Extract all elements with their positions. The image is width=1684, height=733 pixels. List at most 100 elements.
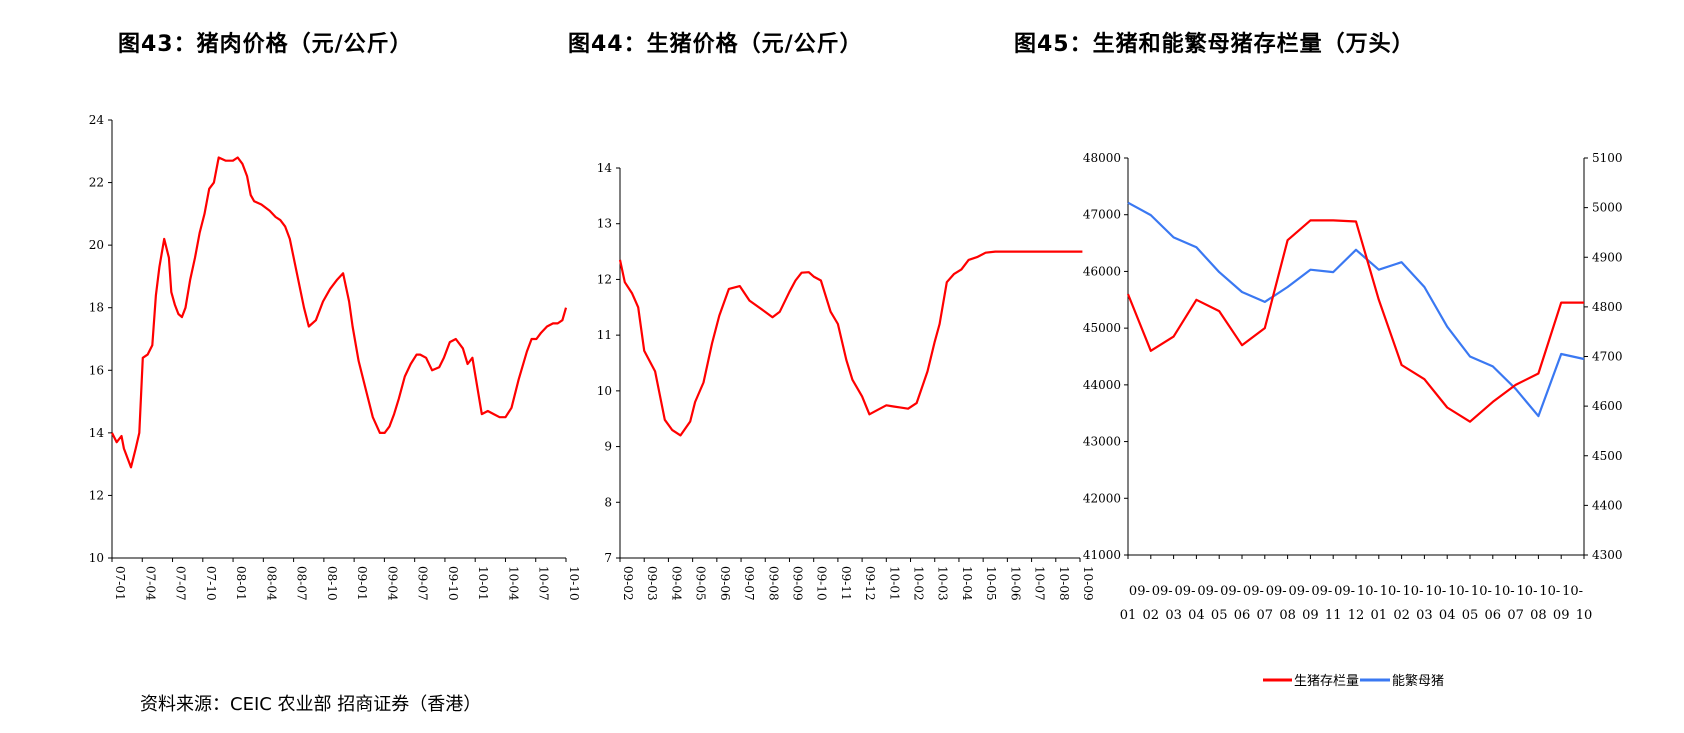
chart2-x-tick-label: 10-03 [936, 566, 950, 601]
chart3-x-tick-label-bottom: 09 [1553, 608, 1570, 623]
chart3-x-tick-label-bottom: 06 [1234, 608, 1251, 623]
chart1-title: 图43：猪肉价格（元/公斤） [118, 32, 413, 57]
chart1-x-tick-label: 10-10 [567, 566, 581, 601]
chart3-x-tick-label-bottom: 05 [1211, 608, 1228, 623]
chart2-y-tick-label: 14 [597, 161, 613, 175]
chart3-x-tick-label-bottom: 06 [1485, 608, 1502, 623]
chart2-series-line [618, 250, 1083, 437]
chart3-right-tick-label: 4800 [1592, 300, 1623, 314]
chart1-x-tick-label: 10-01 [476, 566, 490, 601]
chart3-x-tick-label-bottom: 07 [1257, 608, 1274, 623]
chart3-left-tick-label: 45000 [1083, 321, 1121, 335]
chart2-y-tick-label: 13 [597, 217, 612, 231]
chart3-x-tick-label-bottom: 09 [1302, 608, 1319, 623]
chart3-x-tick-label-top: 09- [1220, 584, 1241, 599]
chart2-x-tick-label: 09-02 [621, 566, 635, 601]
chart1-series-line [111, 156, 568, 469]
chart3-left-tick-label: 48000 [1083, 151, 1121, 165]
chart2-x-tick-label: 10-02 [912, 566, 926, 601]
chart1-x-tick-label: 07-10 [204, 566, 218, 601]
chart3-x-tick-label-bottom: 03 [1416, 608, 1433, 623]
legend-hogs-label: 生猪存栏量 [1294, 674, 1359, 689]
chart3-x-tick-label-bottom: 05 [1462, 608, 1479, 623]
chart1-y-tick-label: 18 [89, 301, 104, 315]
chart2-y-tick-label: 11 [597, 328, 612, 342]
chart3-series-sows-line [1127, 201, 1585, 418]
chart2-y-tick-label: 9 [604, 440, 612, 454]
chart3-left-tick-label: 44000 [1083, 378, 1121, 392]
chart3-right-tick-label: 4500 [1592, 449, 1623, 463]
chart3-x-tick-label-bottom: 08 [1530, 608, 1547, 623]
chart3-x-tick-label-top: 10- [1380, 584, 1401, 599]
chart3-x-tick-label-bottom: 07 [1507, 608, 1524, 623]
chart3-x-tick-label-top: 09- [1175, 584, 1196, 599]
chart3-right-tick-label: 5000 [1592, 201, 1623, 215]
chart2-x-tick-label: 09-07 [742, 566, 756, 601]
chart2-title: 图44：生猪价格（元/公斤） [568, 32, 863, 57]
chart3-x-tick-label-bottom: 12 [1348, 608, 1365, 623]
chart3-right-tick-label: 4400 [1592, 498, 1623, 512]
chart2-x-tick-label: 10-08 [1057, 566, 1071, 601]
chart3-title: 图45：生猪和能繁母猪存栏量（万头） [1014, 32, 1415, 57]
chart3-x-tick-label-top: 09- [1197, 584, 1218, 599]
chart3-x-tick-label-top: 10- [1562, 584, 1583, 599]
chart1-x-tick-label: 09-04 [385, 566, 399, 601]
chart3-left-tick-label: 43000 [1083, 435, 1121, 449]
chart2-x-tick-label: 09-05 [694, 566, 708, 601]
chart1-x-tick-label: 10-04 [506, 566, 520, 601]
chart1-y-tick-label: 12 [89, 488, 104, 502]
chart3-x-tick-label-top: 10- [1425, 584, 1446, 599]
chart3-x-tick-label-top: 09- [1311, 584, 1332, 599]
chart3-x-tick-label-bottom: 11 [1325, 608, 1342, 623]
chart3-x-tick-label-top: 10- [1357, 584, 1378, 599]
chart1-x-tick-label: 08-07 [295, 566, 309, 601]
chart2-x-tick-label: 09-03 [645, 566, 659, 601]
chart1-y-tick-label: 16 [89, 363, 104, 377]
chart3-x-tick-label-bottom: 02 [1393, 608, 1410, 623]
chart3-x-tick-label-top: 10- [1471, 584, 1492, 599]
chart2-x-tick-label: 09-11 [839, 566, 853, 601]
chart1-x-tick-label: 07-01 [113, 566, 127, 601]
chart2-x-tick-label: 10-05 [984, 566, 998, 601]
chart1-y-tick-label: 22 [89, 176, 104, 190]
chart1-x-tick-label: 07-04 [143, 566, 157, 601]
chart2-y-tick-label: 8 [604, 495, 612, 509]
chart3-x-tick-label-top: 09- [1129, 584, 1150, 599]
chart3-left-tick-label: 41000 [1083, 548, 1121, 562]
chart3-x-tick-label-top: 10- [1494, 584, 1515, 599]
chart3-x-tick-label-bottom: 08 [1279, 608, 1296, 623]
chart3-right-tick-label: 4700 [1592, 350, 1623, 364]
chart3-x-tick-label-top: 09- [1152, 584, 1173, 599]
chart1-x-tick-label: 09-01 [355, 566, 369, 601]
chart2-x-tick-label: 09-08 [766, 566, 780, 601]
chart1-x-tick-label: 08-01 [234, 566, 248, 601]
chart2-x-tick-label: 09-06 [718, 566, 732, 601]
chart1-y-tick-label: 24 [89, 113, 105, 127]
chart1-x-tick-label: 09-07 [416, 566, 430, 601]
chart1-x-tick-label: 08-10 [325, 566, 339, 601]
chart3-right-tick-label: 4300 [1592, 548, 1623, 562]
chart1-x-tick-label: 08-04 [264, 566, 278, 601]
chart1-y-tick-label: 14 [89, 426, 105, 440]
chart2-y-tick-label: 12 [597, 272, 612, 286]
chart2-x-tick-label: 09-10 [815, 566, 829, 601]
chart2-x-tick-label: 09-09 [790, 566, 804, 601]
chart3-x-tick-label-bottom: 04 [1439, 608, 1456, 623]
chart2-y-tick-label: 7 [604, 551, 612, 565]
chart3-x-tick-label-bottom: 04 [1188, 608, 1205, 623]
chart2-y-tick-label: 10 [597, 384, 612, 398]
chart3-right-tick-label: 4600 [1592, 399, 1623, 413]
chart2-x-tick-label: 10-06 [1008, 566, 1022, 601]
chart3-left-tick-label: 47000 [1083, 208, 1121, 222]
chart3-x-tick-label-top: 09- [1334, 584, 1355, 599]
chart3-x-tick-label-top: 09- [1266, 584, 1287, 599]
chart3-x-tick-label-top: 10- [1539, 584, 1560, 599]
chart2-x-tick-label: 09-12 [863, 566, 877, 601]
chart3-right-tick-label: 4900 [1592, 250, 1623, 264]
chart3-x-tick-label-top: 09- [1289, 584, 1310, 599]
chart1-x-tick-label: 10-07 [537, 566, 551, 601]
chart1-y-tick-label: 10 [89, 551, 104, 565]
chart3-x-tick-label-bottom: 03 [1165, 608, 1182, 623]
chart3-series-hogs-line [1126, 219, 1584, 423]
